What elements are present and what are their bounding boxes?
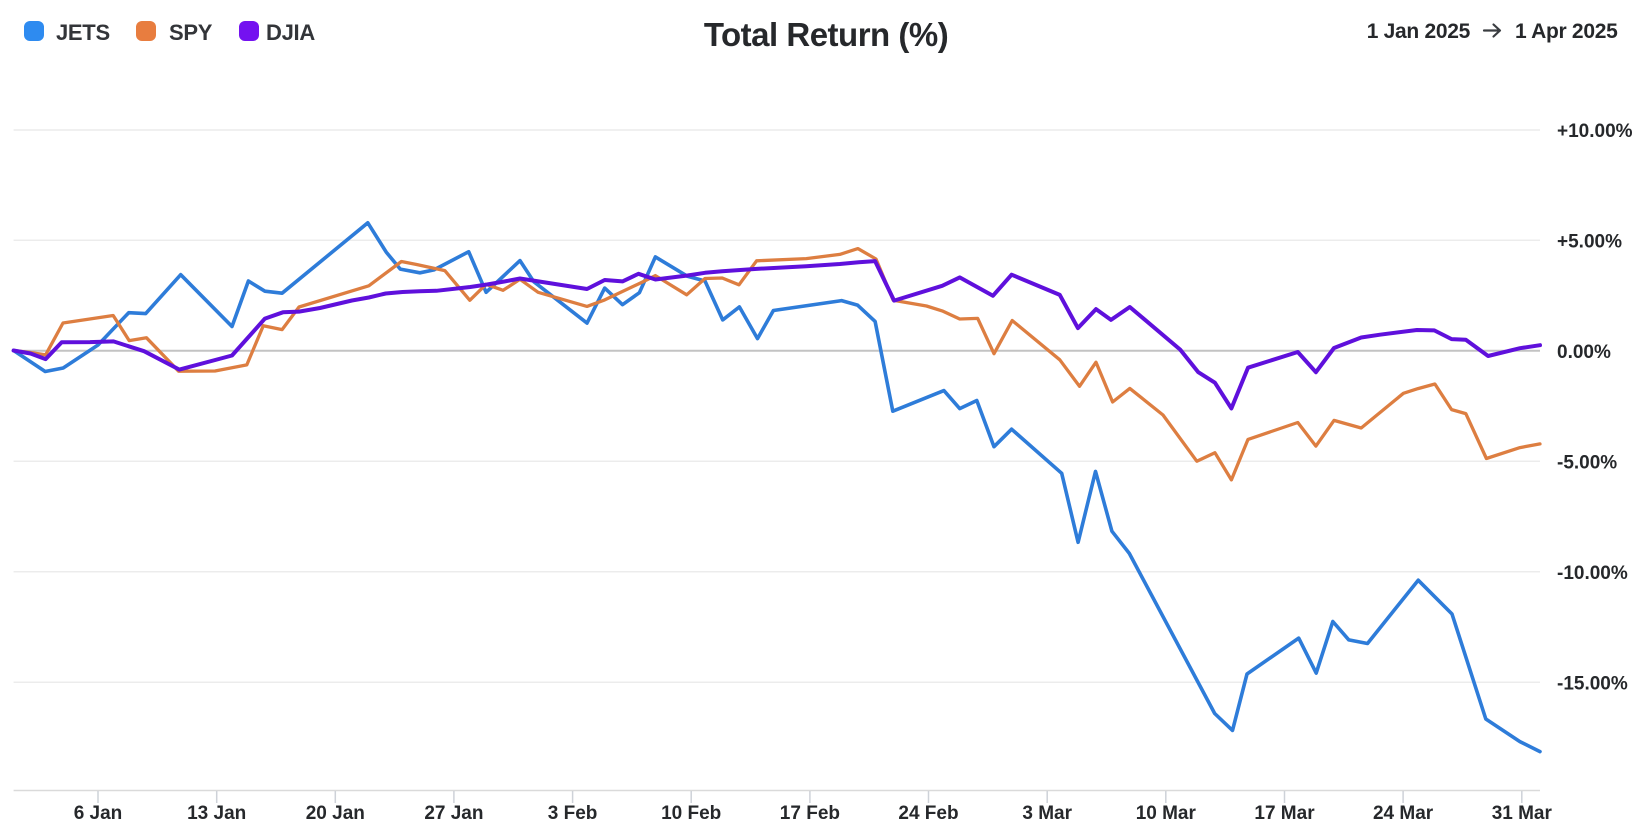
svg-text:JETS: JETS bbox=[56, 20, 110, 45]
svg-text:31 Mar: 31 Mar bbox=[1492, 803, 1553, 824]
svg-text:20 Jan: 20 Jan bbox=[306, 803, 365, 824]
svg-text:17 Mar: 17 Mar bbox=[1254, 803, 1315, 824]
svg-text:1 Apr 2025: 1 Apr 2025 bbox=[1515, 20, 1618, 43]
svg-text:0.00%: 0.00% bbox=[1557, 342, 1611, 363]
svg-text:17 Feb: 17 Feb bbox=[780, 803, 840, 824]
svg-text:+10.00%: +10.00% bbox=[1557, 121, 1633, 142]
svg-text:3 Mar: 3 Mar bbox=[1022, 803, 1072, 824]
svg-text:3 Feb: 3 Feb bbox=[548, 803, 598, 824]
svg-text:24 Mar: 24 Mar bbox=[1373, 803, 1434, 824]
svg-text:13 Jan: 13 Jan bbox=[187, 803, 246, 824]
svg-text:-10.00%: -10.00% bbox=[1557, 563, 1628, 584]
svg-text:DJIA: DJIA bbox=[266, 20, 315, 45]
svg-text:-15.00%: -15.00% bbox=[1557, 673, 1628, 694]
svg-text:-5.00%: -5.00% bbox=[1557, 452, 1617, 473]
svg-text:24 Feb: 24 Feb bbox=[898, 803, 958, 824]
svg-text:1 Jan 2025: 1 Jan 2025 bbox=[1367, 20, 1471, 43]
svg-text:27 Jan: 27 Jan bbox=[424, 803, 483, 824]
svg-text:SPY: SPY bbox=[169, 20, 213, 45]
svg-text:+5.00%: +5.00% bbox=[1557, 231, 1622, 252]
svg-text:Total Return (%): Total Return (%) bbox=[704, 16, 948, 53]
svg-text:10 Feb: 10 Feb bbox=[661, 803, 721, 824]
svg-text:10 Mar: 10 Mar bbox=[1136, 803, 1197, 824]
svg-text:6 Jan: 6 Jan bbox=[74, 803, 123, 824]
